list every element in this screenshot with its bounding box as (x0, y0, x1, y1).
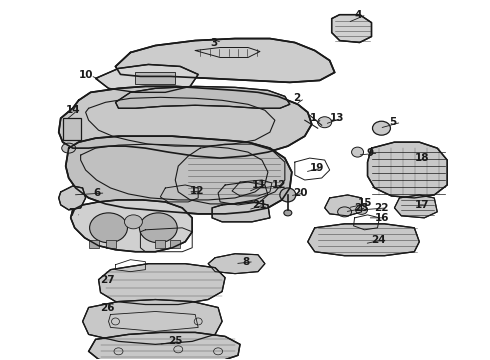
Polygon shape (208, 254, 265, 274)
Ellipse shape (352, 147, 364, 157)
Polygon shape (59, 186, 86, 210)
Polygon shape (71, 200, 192, 252)
Text: 16: 16 (374, 213, 389, 223)
Text: 20: 20 (293, 188, 307, 198)
Text: 23: 23 (355, 203, 369, 213)
Ellipse shape (62, 143, 75, 153)
Bar (63, 118, 81, 140)
Text: 7: 7 (69, 208, 76, 218)
Bar (135, 72, 175, 84)
Text: 26: 26 (100, 302, 115, 312)
Text: 2: 2 (293, 93, 300, 103)
Ellipse shape (124, 215, 143, 229)
Polygon shape (83, 300, 222, 345)
Polygon shape (98, 264, 225, 305)
Polygon shape (66, 136, 292, 214)
Polygon shape (325, 195, 362, 216)
Ellipse shape (280, 188, 296, 202)
Text: 8: 8 (242, 257, 249, 267)
Text: 14: 14 (66, 105, 80, 115)
Text: 21: 21 (252, 200, 267, 210)
Text: 18: 18 (415, 153, 429, 163)
Ellipse shape (284, 210, 292, 216)
Text: 15: 15 (358, 198, 372, 208)
Bar (155, 240, 165, 248)
Text: 22: 22 (374, 203, 389, 213)
Text: 5: 5 (390, 117, 397, 127)
Text: 24: 24 (371, 235, 386, 245)
Polygon shape (212, 202, 270, 222)
Polygon shape (394, 195, 437, 218)
Polygon shape (332, 15, 371, 42)
Polygon shape (368, 142, 447, 198)
Bar (105, 240, 116, 248)
Text: 25: 25 (168, 336, 183, 346)
Text: 13: 13 (330, 113, 344, 123)
Text: 17: 17 (415, 200, 429, 210)
Text: 1: 1 (310, 113, 317, 123)
Text: 12: 12 (272, 180, 286, 190)
Text: 6: 6 (94, 188, 101, 198)
Ellipse shape (338, 207, 352, 217)
Text: 27: 27 (100, 275, 115, 285)
Text: 4: 4 (355, 10, 362, 20)
Polygon shape (59, 86, 312, 158)
Ellipse shape (372, 121, 391, 135)
Ellipse shape (356, 206, 368, 214)
Text: 3: 3 (210, 37, 218, 48)
Ellipse shape (140, 213, 177, 243)
Text: 9: 9 (367, 148, 374, 158)
Text: 11: 11 (252, 180, 267, 190)
Text: 12: 12 (190, 186, 205, 196)
Polygon shape (116, 86, 290, 108)
Ellipse shape (90, 213, 127, 243)
Ellipse shape (318, 117, 332, 128)
Polygon shape (89, 332, 240, 360)
Bar (171, 240, 180, 248)
Bar (89, 240, 98, 248)
Polygon shape (96, 64, 198, 92)
Text: 19: 19 (310, 163, 324, 173)
Polygon shape (308, 224, 419, 256)
Text: 10: 10 (78, 71, 93, 80)
Polygon shape (116, 39, 335, 82)
